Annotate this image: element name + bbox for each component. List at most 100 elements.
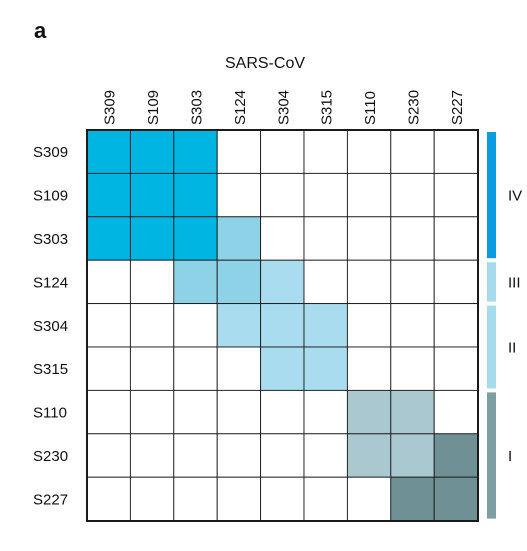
row-label-s109: S109 — [33, 188, 68, 205]
row-label-s303: S303 — [33, 231, 68, 248]
heatmap-cell-s109-s109 — [129, 172, 175, 218]
heatmap-cell-s110-s309 — [86, 389, 131, 435]
heatmap-cell-s315-s315 — [303, 346, 348, 391]
heatmap-cell-s227-s230 — [390, 476, 435, 522]
heatmap-cell-s109-s227 — [433, 172, 479, 218]
heatmap-cell-s230-s315 — [303, 433, 348, 478]
heatmap-cell-s303-s109 — [129, 216, 175, 261]
heatmap-cell-s309-s230 — [390, 129, 435, 174]
heatmap-cell-s227-s124 — [216, 476, 262, 522]
heatmap-cell-s309-s303 — [173, 129, 218, 174]
group-bar-iv — [487, 132, 496, 259]
heatmap-cell-s124-s309 — [86, 259, 131, 305]
heatmap-cell-s227-s315 — [303, 476, 348, 522]
heatmap-cell-s124-s304 — [260, 259, 305, 305]
heatmap-cell-s303-s309 — [86, 216, 131, 261]
heatmap-cell-s230-s230 — [390, 433, 435, 478]
row-label-s227: S227 — [33, 491, 68, 508]
heatmap-cell-s303-s230 — [390, 216, 435, 261]
heatmap-cell-s309-s124 — [216, 129, 262, 174]
column-label-s227: S227 — [449, 90, 466, 125]
heatmap-cells — [86, 129, 479, 522]
heatmap-cell-s309-s110 — [346, 129, 392, 174]
heatmap-cell-s315-s109 — [129, 346, 175, 391]
heatmap-cell-s315-s304 — [260, 346, 305, 391]
row-label-s124: S124 — [33, 274, 68, 291]
heatmap-cell-s309-s315 — [303, 129, 348, 174]
heatmap-cell-s315-s227 — [433, 346, 479, 391]
group-bar-ii — [487, 305, 496, 389]
heatmap-cell-s315-s303 — [173, 346, 218, 391]
group-label-iii: III — [508, 274, 521, 291]
group-label-iv: IV — [508, 188, 522, 205]
column-label-s110: S110 — [362, 91, 379, 125]
heatmap-cell-s304-s315 — [303, 303, 348, 348]
heatmap-cell-s110-s227 — [433, 389, 479, 435]
heatmap-cell-s309-s304 — [260, 129, 305, 174]
heatmap-cell-s304-s124 — [216, 303, 262, 348]
heatmap-cell-s230-s309 — [86, 433, 131, 478]
heatmap-cell-s124-s109 — [129, 259, 175, 305]
column-label-s303: S303 — [189, 90, 206, 125]
heatmap-cell-s304-s227 — [433, 303, 479, 348]
heatmap-cell-s303-s303 — [173, 216, 218, 261]
row-label-s230: S230 — [33, 448, 68, 465]
row-labels: S309 S109 S303 S124 S304 S315 S110 S230 S227 — [33, 144, 68, 508]
heatmap-cell-s315-s124 — [216, 346, 262, 391]
heatmap-cell-s124-s315 — [303, 259, 348, 305]
heatmap-cell-s109-s304 — [260, 172, 305, 218]
heatmap-cell-s303-s304 — [260, 216, 305, 261]
heatmap-cell-s110-s303 — [173, 389, 218, 435]
heatmap-cell-s230-s124 — [216, 433, 262, 478]
heatmap-cell-s109-s230 — [390, 172, 435, 218]
column-labels: S309 S109 S303 S124 S304 S315 S110 S230 S227 — [102, 90, 466, 125]
heatmap-cell-s110-s304 — [260, 389, 305, 435]
column-label-s109: S109 — [145, 90, 162, 125]
column-label-s230: S230 — [406, 90, 423, 125]
heatmap-cell-s309-s109 — [129, 129, 175, 174]
group-label-i: I — [508, 448, 512, 465]
column-label-s124: S124 — [232, 90, 249, 125]
row-label-s309: S309 — [33, 144, 68, 161]
heatmap-cell-s303-s315 — [303, 216, 348, 261]
chart-title: SARS-CoV — [225, 55, 305, 72]
heatmap-cell-s227-s227 — [433, 476, 479, 522]
row-label-s315: S315 — [33, 361, 68, 378]
heatmap-cell-s109-s309 — [86, 172, 131, 218]
column-label-s309: S309 — [102, 90, 119, 125]
heatmap-cell-s230-s227 — [433, 433, 479, 478]
heatmap-cell-s124-s227 — [433, 259, 479, 305]
heatmap-cell-s110-s110 — [346, 389, 392, 435]
heatmap-cell-s309-s227 — [433, 129, 479, 174]
heatmap-cell-s304-s304 — [260, 303, 305, 348]
row-label-s304: S304 — [33, 318, 68, 335]
heatmap-cell-s110-s315 — [303, 389, 348, 435]
heatmap-cell-s227-s109 — [129, 476, 175, 522]
heatmap-cell-s124-s230 — [390, 259, 435, 305]
heatmap-cell-s304-s303 — [173, 303, 218, 348]
heatmap-cell-s309-s309 — [86, 129, 131, 174]
heatmap-cell-s315-s230 — [390, 346, 435, 391]
group-label-ii: II — [508, 340, 516, 357]
column-label-s304: S304 — [275, 90, 292, 125]
heatmap-cell-s109-s124 — [216, 172, 262, 218]
heatmap-cell-s110-s230 — [390, 389, 435, 435]
heatmap-cell-s304-s109 — [129, 303, 175, 348]
panel-label: a — [34, 18, 47, 43]
heatmap-cell-s303-s124 — [216, 216, 262, 261]
heatmap-cell-s109-s110 — [346, 172, 392, 218]
heatmap-cell-s230-s110 — [346, 433, 392, 478]
heatmap-cell-s230-s304 — [260, 433, 305, 478]
heatmap-cell-s124-s110 — [346, 259, 392, 305]
heatmap-cell-s303-s110 — [346, 216, 392, 261]
heatmap-cell-s304-s110 — [346, 303, 392, 348]
heatmap-cell-s110-s124 — [216, 389, 262, 435]
heatmap-cell-s110-s109 — [129, 389, 175, 435]
column-label-s315: S315 — [319, 90, 336, 125]
heatmap-cell-s227-s110 — [346, 476, 392, 522]
heatmap-cell-s315-s309 — [86, 346, 131, 391]
group-bar-iii — [487, 262, 496, 302]
heatmap-cell-s227-s303 — [173, 476, 218, 522]
